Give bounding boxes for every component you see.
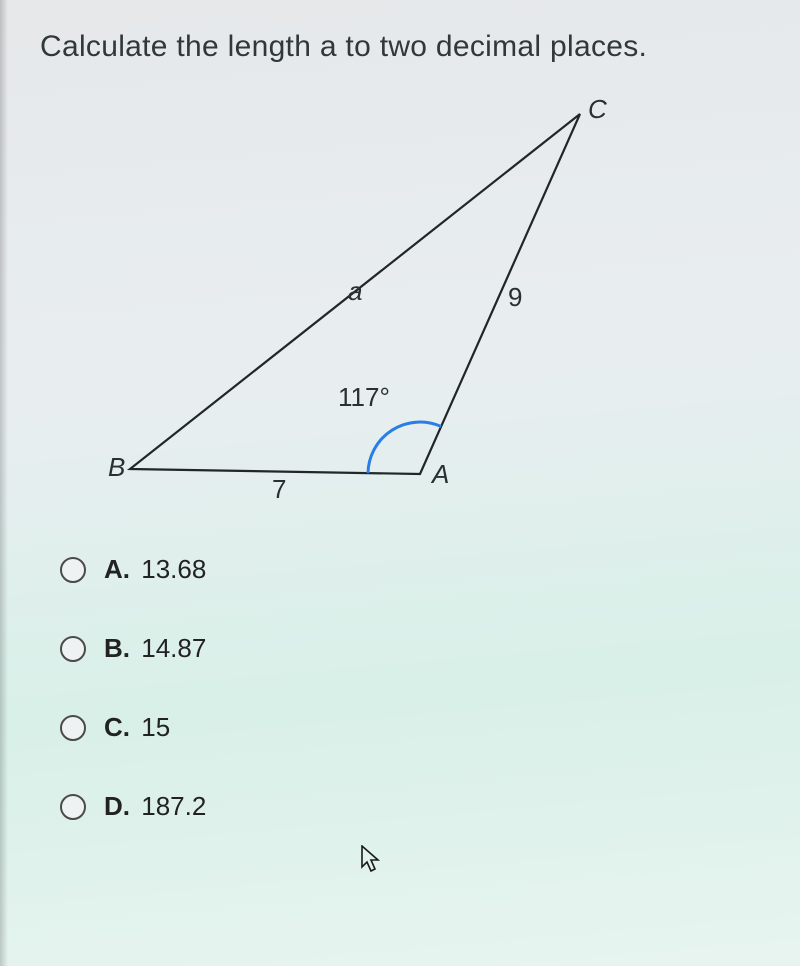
side-9-label: 9 — [508, 282, 522, 313]
option-text: 15 — [141, 712, 170, 742]
option-B[interactable]: B. 14.87 — [60, 633, 760, 664]
vertex-C-label: C — [588, 94, 607, 125]
option-letter: C. — [104, 712, 130, 742]
triangle-svg — [100, 94, 660, 514]
radio-icon — [60, 557, 86, 583]
option-label: C. 15 — [104, 712, 170, 743]
option-label: A. 13.68 — [104, 554, 206, 585]
option-label: B. 14.87 — [104, 633, 206, 664]
radio-icon — [60, 794, 86, 820]
vertex-A-label: A — [432, 459, 449, 490]
option-text: 13.68 — [141, 554, 206, 584]
option-letter: B. — [104, 633, 130, 663]
option-text: 14.87 — [141, 633, 206, 663]
option-letter: D. — [104, 791, 130, 821]
cursor-icon — [360, 845, 382, 875]
side-7-label: 7 — [272, 474, 286, 505]
radio-icon — [60, 636, 86, 662]
option-label: D. 187.2 — [104, 791, 206, 822]
option-D[interactable]: D. 187.2 — [60, 791, 760, 822]
vertex-B-label: B — [108, 452, 125, 483]
side-a-label: a — [348, 276, 362, 307]
option-letter: A. — [104, 554, 130, 584]
left-shadow — [0, 0, 8, 966]
angle-arc — [368, 422, 441, 473]
option-A[interactable]: A. 13.68 — [60, 554, 760, 585]
option-text: 187.2 — [141, 791, 206, 821]
triangle-diagram: B A C a 9 7 117° — [100, 94, 660, 514]
radio-icon — [60, 715, 86, 741]
angle-value-label: 117° — [338, 382, 390, 413]
question-text: Calculate the length a to two decimal pl… — [40, 30, 760, 64]
option-C[interactable]: C. 15 — [60, 712, 760, 743]
options-list: A. 13.68 B. 14.87 C. 15 D. 187.2 — [60, 554, 760, 822]
